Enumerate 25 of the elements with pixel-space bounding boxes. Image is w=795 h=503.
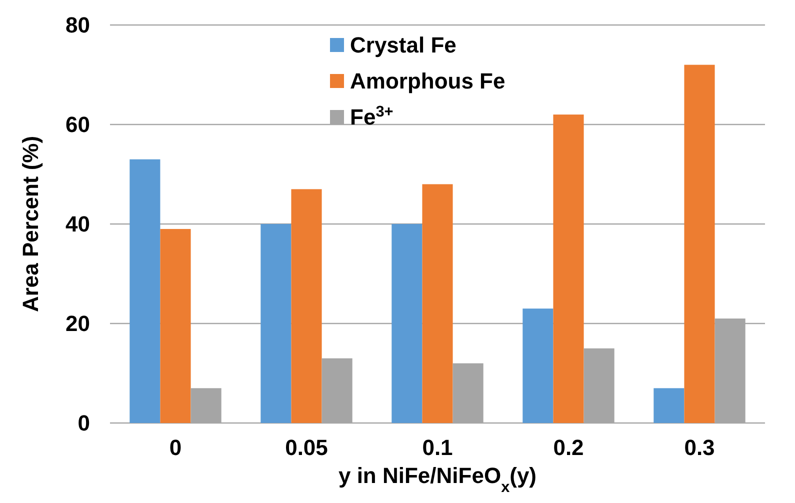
y-axis-title: Area Percent (%) — [18, 136, 43, 312]
y-tick-label: 0 — [78, 410, 90, 436]
y-tick-label: 20 — [66, 311, 90, 336]
x-tick-label: 0.1 — [422, 435, 453, 460]
bar — [130, 159, 160, 423]
legend-label: Fe$^{3+}$ — [350, 103, 394, 130]
x-tick-label: 0.3 — [684, 435, 715, 460]
x-tick-label: 0 — [169, 435, 182, 460]
y-tick-label: 40 — [66, 212, 90, 237]
bar — [553, 114, 584, 423]
x-axis-title: y in NiFe/NiFeO$_{x}$(y) — [338, 463, 537, 496]
bar — [291, 189, 322, 423]
x-tick-label: 0.2 — [553, 435, 584, 460]
bar — [684, 64, 715, 423]
bar — [422, 184, 453, 423]
legend-label: Crystal Fe — [350, 32, 456, 58]
bar — [654, 388, 684, 423]
x-tick-label: 0.05 — [285, 435, 328, 460]
y-tick-label: 60 — [66, 112, 90, 138]
bar — [392, 224, 422, 423]
legend-label: Amorphous Fe — [350, 68, 506, 94]
bar — [260, 224, 292, 423]
bar — [160, 228, 191, 423]
y-tick-label: 80 — [66, 12, 90, 38]
bar — [522, 308, 554, 423]
